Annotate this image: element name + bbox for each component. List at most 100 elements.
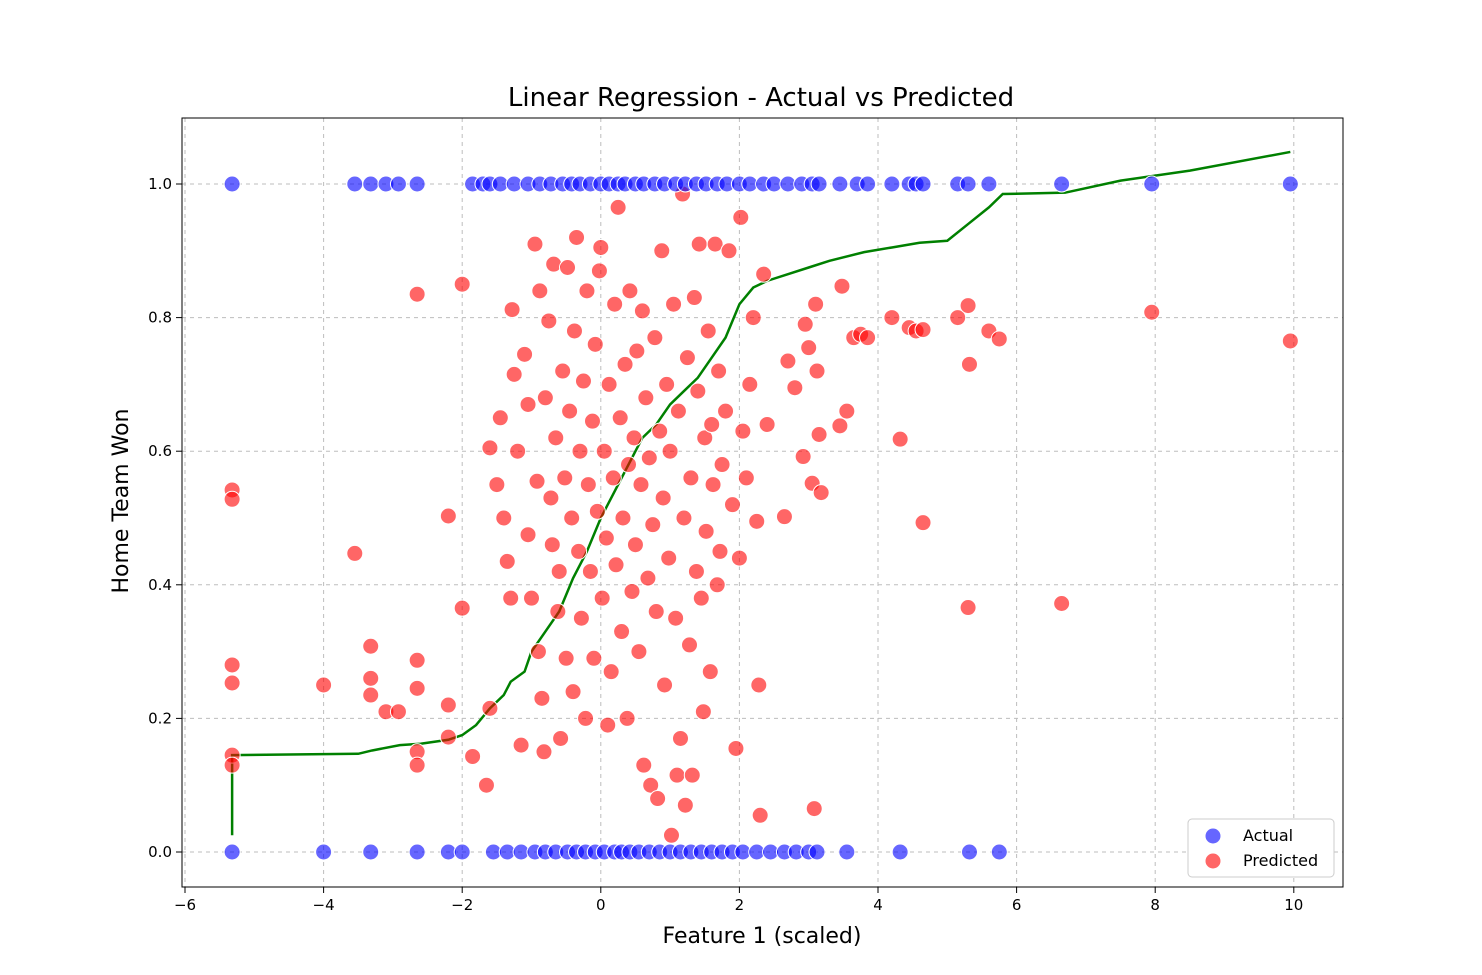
predicted-point [682, 469, 700, 487]
predicted-point [495, 509, 513, 527]
predicted-point [439, 728, 457, 746]
axis-ticks: −6 −4 −2 0 2 4 6 8 10 0.0 0.2 0.4 0.6 0.8 1.0 [148, 175, 1303, 914]
predicted-point [523, 589, 540, 607]
trend-line [230, 150, 1291, 836]
predicted-point [583, 412, 601, 430]
predicted-point [512, 736, 530, 754]
predicted-point [914, 321, 932, 339]
actual-point [223, 175, 241, 193]
predicted-point [833, 277, 851, 295]
actual-point [914, 175, 932, 193]
predicted-point [675, 509, 693, 527]
actual-point [1281, 175, 1299, 193]
predicted-point [626, 536, 644, 554]
predicted-point [590, 262, 608, 280]
predicted-point [362, 637, 380, 655]
predicted-point [732, 208, 750, 226]
x-tick-label: −6 [174, 896, 196, 914]
predicted-point [439, 696, 457, 714]
predicted-point [758, 415, 776, 433]
predicted-point [990, 330, 1008, 348]
predicted-point [408, 285, 426, 303]
predicted-point [439, 507, 457, 525]
predicted-point [549, 603, 567, 621]
predicted-point [744, 309, 762, 327]
actual-point [453, 843, 471, 861]
predicted-point [687, 562, 705, 580]
predicted-point [949, 309, 967, 327]
predicted-points [223, 185, 1299, 844]
predicted-point [697, 522, 715, 540]
predicted-point [681, 636, 699, 654]
actual-point [315, 843, 333, 861]
predicted-point [678, 349, 696, 367]
x-tick-label: 4 [873, 896, 883, 914]
predicted-point [577, 709, 595, 727]
actual-point [838, 843, 856, 861]
predicted-point [543, 536, 561, 554]
predicted-point [658, 375, 676, 393]
predicted-point [692, 589, 710, 607]
predicted-point [491, 409, 509, 427]
predicted-point [667, 609, 685, 627]
predicted-point [481, 439, 499, 457]
actual-point [362, 175, 380, 193]
predicted-point [453, 275, 471, 293]
predicted-point [586, 335, 604, 353]
predicted-point [618, 709, 636, 727]
predicted-point [614, 509, 632, 527]
actual-point [223, 843, 241, 861]
predicted-point [683, 766, 701, 784]
predicted-point [408, 756, 426, 774]
predicted-point [572, 609, 590, 627]
x-tick-label: 6 [1012, 896, 1022, 914]
predicted-point [623, 582, 641, 600]
predicted-point [800, 339, 818, 357]
x-tick-label: 10 [1284, 896, 1303, 914]
predicted-point [669, 402, 687, 420]
x-tick-label: 8 [1150, 896, 1160, 914]
predicted-point [223, 674, 241, 692]
y-tick-label: 0.0 [148, 843, 172, 861]
predicted-point [554, 362, 572, 380]
predicted-point [734, 422, 752, 440]
y-axis-label: Home Team Won [109, 409, 134, 594]
predicted-point [633, 302, 651, 320]
x-axis-label: Feature 1 (scaled) [663, 924, 862, 949]
predicted-point [389, 703, 407, 721]
y-tick-label: 0.4 [148, 576, 172, 594]
chart-title: Linear Regression - Actual vs Predicted [508, 83, 1014, 113]
predicted-point [807, 295, 825, 313]
actual-point [960, 843, 978, 861]
predicted-point [635, 756, 653, 774]
predicted-point [408, 679, 426, 697]
predicted-point [649, 790, 667, 808]
predicted-point [701, 663, 719, 681]
predicted-point [223, 656, 241, 674]
predicted-point [640, 449, 658, 467]
plot-frame [181, 117, 1344, 888]
predicted-point [519, 526, 537, 544]
predicted-point [883, 309, 901, 327]
y-tick-label: 0.2 [148, 709, 172, 727]
actual-point [808, 843, 826, 861]
predicted-point [690, 235, 708, 253]
actual-point [1143, 175, 1161, 193]
predicted-point [720, 242, 738, 260]
predicted-point [685, 289, 703, 307]
predicted-point [730, 549, 748, 567]
predicted-point [223, 756, 241, 774]
predicted-point [1281, 332, 1299, 350]
grid-lines [182, 118, 1343, 887]
predicted-point [519, 395, 537, 413]
predicted-point [362, 686, 380, 704]
predicted-point [808, 362, 826, 380]
predicted-point [755, 265, 773, 283]
predicted-point [561, 402, 579, 420]
predicted-point [741, 375, 759, 393]
predicted-point [723, 496, 741, 514]
predicted-point [630, 643, 648, 661]
predicted-point [613, 623, 631, 641]
predicted-point [637, 389, 655, 407]
predicted-point [464, 747, 482, 765]
